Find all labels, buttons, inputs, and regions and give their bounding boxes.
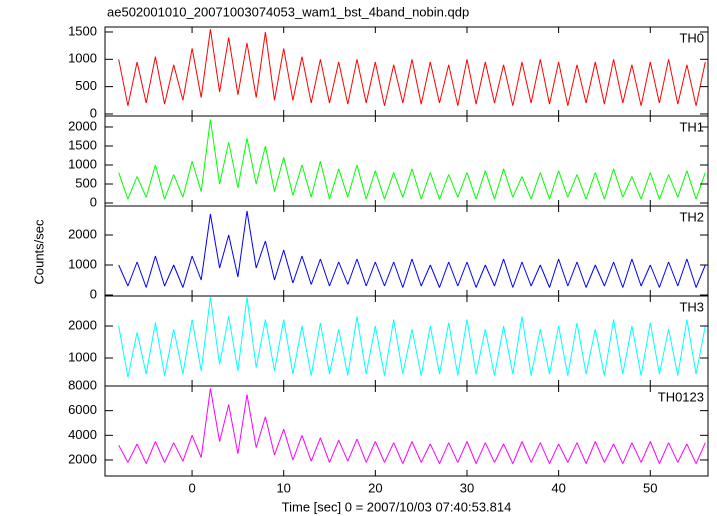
y-axis-label: Counts/sec xyxy=(31,219,46,285)
y-tick-label: 1000 xyxy=(68,349,97,364)
series-label: TH2 xyxy=(679,209,704,224)
y-tick-label: 1500 xyxy=(68,23,97,38)
y-tick-label: 2000 xyxy=(68,226,97,241)
x-tick-label: 20 xyxy=(368,480,382,495)
x-tick-label: 30 xyxy=(460,480,474,495)
y-tick-label: 2000 xyxy=(68,451,97,466)
panel-frame xyxy=(104,385,709,477)
series-line xyxy=(118,210,706,288)
series-line xyxy=(118,388,706,464)
y-tick-label: 1000 xyxy=(68,51,97,66)
y-tick-label: 1500 xyxy=(68,137,97,152)
panel-frame xyxy=(104,115,709,207)
y-tick-label: 0 xyxy=(90,286,97,301)
y-tick-label: 500 xyxy=(75,78,97,93)
series-label: TH0123 xyxy=(658,389,704,404)
series-line xyxy=(118,29,706,106)
panel-frame xyxy=(104,26,709,117)
x-tick-label: 40 xyxy=(551,480,565,495)
x-axis-label: Time [sec] 0 = 2007/10/03 07:40:53.814 xyxy=(282,499,512,514)
y-tick-label: 0 xyxy=(90,105,97,120)
y-tick-label: 0 xyxy=(90,194,97,209)
series-line xyxy=(118,119,706,200)
y-tick-label: 1000 xyxy=(68,256,97,271)
y-tick-label: 500 xyxy=(75,175,97,190)
y-tick-label: 4000 xyxy=(68,427,97,442)
series-label: TH1 xyxy=(679,119,704,134)
x-tick-label: 0 xyxy=(188,480,195,495)
series-label: TH3 xyxy=(679,299,704,314)
x-tick-label: 10 xyxy=(276,480,290,495)
y-tick-label: 2000 xyxy=(68,118,97,133)
y-tick-label: 1000 xyxy=(68,156,97,171)
y-tick-label: 8000 xyxy=(68,377,97,392)
x-tick-label: 50 xyxy=(643,480,657,495)
y-tick-label: 2000 xyxy=(68,317,97,332)
panel-frame xyxy=(104,205,709,297)
series-label: TH0 xyxy=(679,30,704,45)
chart-title: ae502001010_20071003074053_wam1_bst_4ban… xyxy=(107,4,469,19)
y-tick-label: 6000 xyxy=(68,402,97,417)
series-line xyxy=(118,297,706,378)
